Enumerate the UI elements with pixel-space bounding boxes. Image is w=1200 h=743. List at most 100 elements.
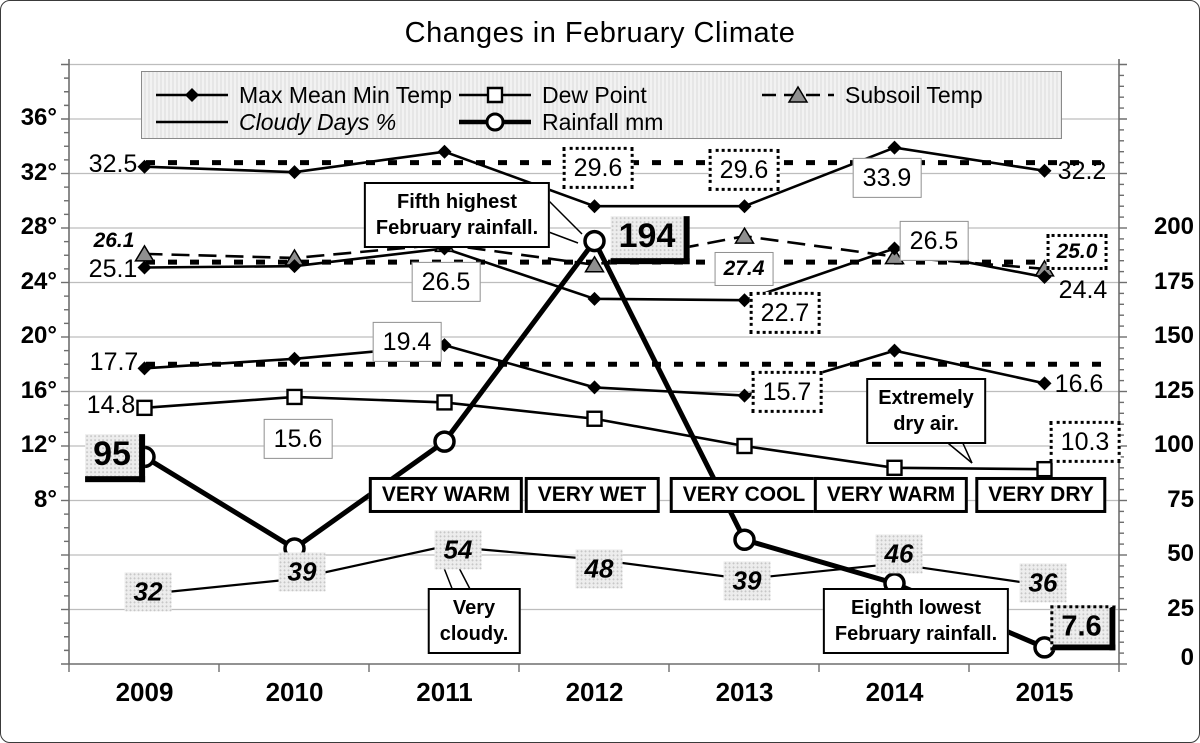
- square-marker-dew-point: [736, 437, 753, 455]
- diamond-marker-max-temp: [887, 140, 902, 155]
- legend-item-cloudy-days-: Cloudy Days %: [154, 109, 396, 135]
- data-label-29-6: 29.6: [708, 148, 780, 192]
- left-axis-label: 32°: [20, 158, 57, 186]
- data-label-32-2: 32.2: [1057, 156, 1107, 185]
- callout-extremely-dry-air: Extremely dry air.: [866, 378, 986, 444]
- diamond-marker-min-temp: [137, 361, 152, 376]
- circle-marker-rainfall-mm: [583, 229, 606, 253]
- data-label-26-1: 26.1: [93, 228, 135, 252]
- data-label-15-7: 15.7: [751, 370, 823, 414]
- x-axis-year-label: 2015: [1015, 677, 1074, 707]
- triangle-marker-subsoil-temp: [584, 255, 605, 273]
- square-marker-dew-point: [1036, 460, 1053, 478]
- callout-text-line: dry air.: [893, 413, 959, 435]
- callout-text-line: cloudy.: [439, 623, 509, 645]
- data-label-16-6: 16.6: [1054, 369, 1104, 398]
- callout-text-line: Eighth lowest: [851, 597, 981, 619]
- triangle-marker-subsoil-temp: [884, 247, 905, 265]
- legend-label: Cloudy Days %: [239, 108, 397, 135]
- legend-item-max-mean-min-temp: Max Mean Min Temp: [154, 82, 452, 108]
- data-label-17-7: 17.7: [89, 347, 139, 376]
- right-axis-label: 25: [1167, 594, 1194, 622]
- left-axis-label: 16°: [20, 376, 57, 404]
- right-axis-label: 100: [1153, 431, 1194, 458]
- callout-very-cloudy: Very cloudy.: [427, 588, 521, 654]
- callout-text-line: Fifth highest: [397, 191, 517, 213]
- diamond-marker-max-temp: [587, 199, 602, 214]
- left-axis-label: 28°: [20, 213, 57, 240]
- legend-item-rainfall-mm: Rainfall mm: [457, 109, 663, 135]
- circle-legend-swatch-icon: [459, 112, 531, 132]
- data-label-33-9: 33.9: [852, 157, 922, 199]
- data-label-22-7: 22.7: [749, 291, 821, 335]
- diamond-marker-max-temp: [287, 165, 302, 180]
- status-badge-very-cool: VERY COOL: [669, 476, 819, 514]
- chart-legend: Max Mean Min Temp Dew Point Subsoil Temp Cl…: [141, 71, 1062, 139]
- square-marker-dew-point: [286, 388, 303, 406]
- callout-pointer-very-cloudy: [443, 567, 454, 592]
- data-label-32-5: 32.5: [88, 149, 138, 178]
- diamond-marker-mean-temp: [587, 291, 602, 306]
- callout-text-line: February rainfall.: [375, 217, 539, 239]
- right-axis-label: 0: [1180, 644, 1194, 671]
- data-label-29-6: 29.6: [562, 146, 634, 190]
- status-badge-very-wet: VERY WET: [524, 476, 660, 514]
- legend-item-subsoil-temp: Subsoil Temp: [760, 82, 983, 108]
- data-label-36: 36: [1019, 563, 1067, 603]
- legend-label: Dew Point: [542, 81, 647, 108]
- left-axis-label: 24°: [20, 267, 57, 295]
- diamond-marker-min-temp: [737, 388, 752, 403]
- left-axis-label: 20°: [20, 322, 57, 349]
- right-axis-label: 200: [1153, 213, 1194, 240]
- data-label-95: 95: [85, 434, 145, 482]
- circle-marker-rainfall-mm: [433, 430, 456, 453]
- diamond-marker-max-temp: [137, 159, 152, 174]
- data-label-14-8: 14.8: [86, 390, 136, 419]
- diamond-marker-min-temp: [1037, 376, 1052, 391]
- data-label-15-6: 15.6: [263, 418, 333, 460]
- callout-pointer-fifth-highest-rainfall: [545, 230, 579, 244]
- data-label-54: 54: [434, 530, 482, 570]
- left-axis-label: 36°: [20, 104, 57, 131]
- legend-label: Rainfall mm: [542, 108, 664, 135]
- right-axis-label: 175: [1153, 267, 1194, 295]
- data-label-39: 39: [723, 561, 771, 601]
- diamond-marker-mean-temp: [887, 241, 902, 256]
- diamond-marker-max-temp: [437, 144, 452, 159]
- diamond-marker-mean-temp: [287, 259, 302, 274]
- left-axis-label: 8°: [34, 485, 57, 513]
- status-badge-very-warm: VERY WARM: [813, 476, 969, 514]
- data-label-46: 46: [875, 534, 923, 574]
- callout-fifth-highest-rainfall: Fifth highest February rainfall.: [363, 182, 551, 248]
- diamond-marker-max-temp: [1037, 163, 1052, 178]
- circle-marker-rainfall-mm: [733, 528, 756, 551]
- x-axis-year-label: 2012: [565, 677, 624, 707]
- line-legend-swatch-icon: [156, 120, 228, 124]
- data-label-19-4: 19.4: [372, 321, 442, 363]
- right-axis-label: 125: [1153, 376, 1194, 404]
- diamond-marker-mean-temp: [1037, 270, 1052, 285]
- callout-text-line: Extremely: [878, 387, 974, 409]
- data-label-194: 194: [610, 216, 690, 264]
- square-legend-swatch-icon: [459, 86, 531, 104]
- right-axis-label: 50: [1167, 540, 1194, 567]
- triangle-legend-swatch-icon: [762, 85, 834, 103]
- right-axis-label: 150: [1153, 322, 1194, 349]
- data-label-25-0: 25.0: [1046, 233, 1108, 271]
- x-axis-year-label: 2011: [416, 677, 473, 707]
- callout-text-line: Very: [452, 597, 496, 619]
- legend-item-dew-point: Dew Point: [457, 82, 647, 108]
- status-badge-very-warm: VERY WARM: [368, 476, 524, 514]
- right-axis-label: 75: [1167, 485, 1194, 513]
- x-axis-year-label: 2009: [115, 677, 174, 707]
- legend-label: Subsoil Temp: [845, 81, 983, 108]
- square-marker-dew-point: [436, 394, 453, 411]
- data-label-7-6: 7.6: [1050, 605, 1116, 651]
- x-axis-year-label: 2010: [265, 677, 324, 707]
- square-marker-dew-point: [136, 399, 153, 417]
- data-label-26-5: 26.5: [899, 220, 969, 262]
- square-marker-dew-point: [886, 459, 903, 476]
- callout-pointer-fifth-highest-rainfall: [545, 197, 583, 235]
- diamond-marker-mean-temp: [137, 260, 152, 275]
